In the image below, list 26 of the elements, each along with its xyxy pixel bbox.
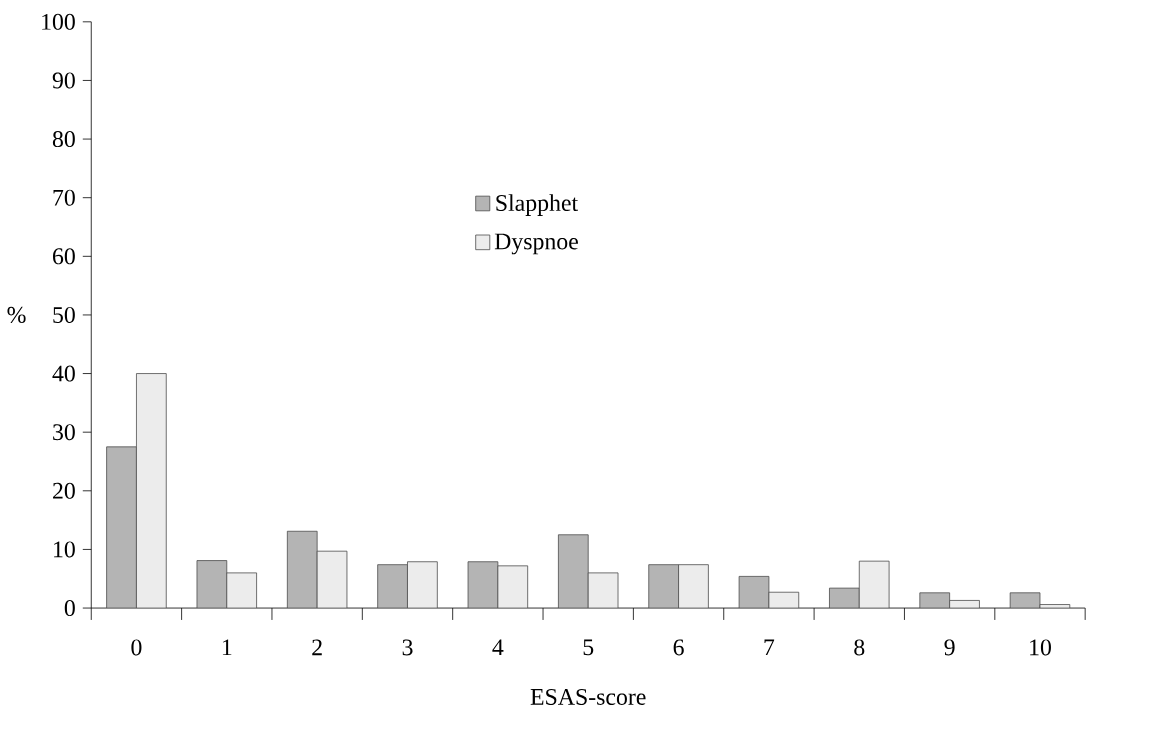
x-tick-label: 1 (222, 639, 232, 656)
y-tick-label: 20 (53, 482, 75, 499)
x-tick-label: 0 (131, 639, 142, 656)
y-tick-label: 0 (64, 599, 75, 617)
y-axis-title: % (7, 306, 26, 323)
y-tick-label: 80 (52, 131, 75, 148)
y-tick-label: 60 (53, 248, 75, 265)
y-tick-label: 70 (53, 189, 75, 206)
y-tick-label: 50 (53, 306, 75, 323)
y-tick-label: 100 (42, 13, 75, 30)
x-tick-label: 10 (1030, 639, 1051, 656)
legend-label: Dyspnoe (494, 233, 578, 255)
x-tick-label: 3 (402, 639, 413, 656)
y-tick-label: 30 (53, 424, 75, 441)
y-tick-label: 90 (52, 72, 75, 89)
y-tick-label: 10 (54, 541, 75, 558)
x-tick-label: 9 (944, 639, 955, 656)
x-tick-label: 5 (583, 639, 594, 656)
x-tick-label: 4 (492, 639, 504, 656)
y-tick-label: 40 (52, 365, 75, 382)
legend-label: Slapphet (496, 194, 578, 216)
x-axis-title: ESAS-score (530, 688, 646, 705)
x-tick-label: 7 (764, 639, 775, 655)
x-tick-label: 8 (854, 639, 865, 656)
x-tick-label: 6 (673, 639, 684, 656)
x-tick-label: 2 (312, 639, 322, 656)
